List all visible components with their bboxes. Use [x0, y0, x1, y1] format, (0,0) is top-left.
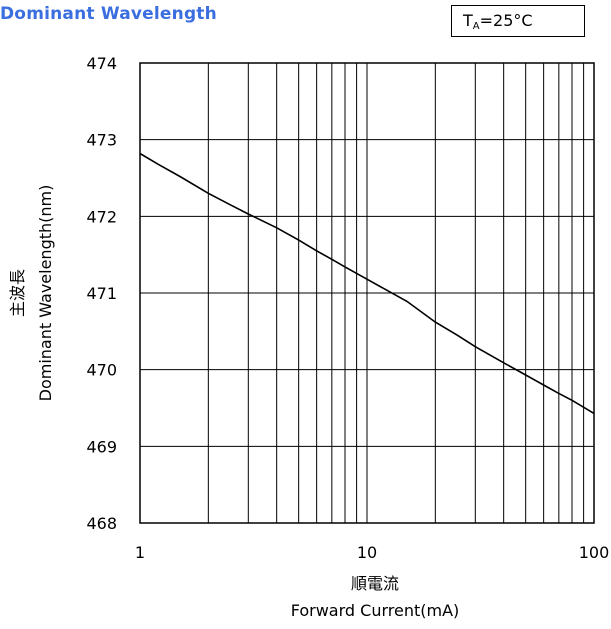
x-tick-labels: 1 10 100 [135, 543, 609, 562]
y-tick-label: 470 [86, 361, 117, 380]
plot-frame [139, 62, 595, 524]
y-tick-label: 473 [86, 131, 117, 150]
x-axis-label-japanese: 順電流 [351, 574, 399, 593]
condition-value: =25°C [479, 11, 533, 30]
y-tick-label: 472 [86, 207, 117, 226]
y-axis-label-japanese: 主波長 [8, 269, 27, 317]
x-axis-label: Forward Current(mA) [291, 601, 460, 620]
y-tick-label: 471 [86, 284, 117, 303]
y-tick-labels: 468 469 470 471 472 473 474 [86, 54, 117, 533]
x-tick-label: 100 [579, 543, 610, 562]
series-line [139, 152, 595, 415]
x-tick-label: 1 [135, 543, 145, 562]
y-tick-label: 474 [86, 54, 117, 73]
chart-title: Dominant Wavelength [0, 4, 217, 24]
x-tick-label: 10 [357, 543, 377, 562]
condition-symbol: T [463, 11, 473, 30]
y-tick-label: 469 [86, 437, 117, 456]
condition-label: TA=25°C [451, 5, 585, 37]
y-grid [140, 139, 594, 447]
condition-subscript: A [472, 21, 480, 32]
y-tick-label: 468 [86, 514, 117, 533]
y-axis-label: Dominant Wavelength(nm) [36, 185, 55, 402]
